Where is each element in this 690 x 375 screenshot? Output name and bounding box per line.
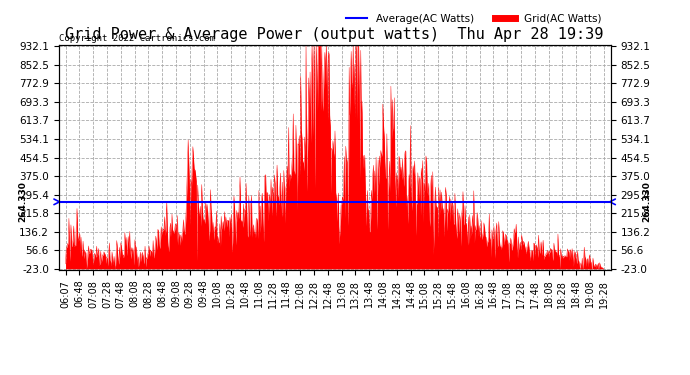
Legend: Average(AC Watts), Grid(AC Watts): Average(AC Watts), Grid(AC Watts) (342, 10, 605, 28)
Text: 264.330: 264.330 (18, 182, 28, 222)
Title: Grid Power & Average Power (output watts)  Thu Apr 28 19:39: Grid Power & Average Power (output watts… (66, 27, 604, 42)
Text: Copyright 2022 Cartronics.com: Copyright 2022 Cartronics.com (59, 34, 215, 43)
Text: 264.330: 264.330 (642, 182, 651, 222)
